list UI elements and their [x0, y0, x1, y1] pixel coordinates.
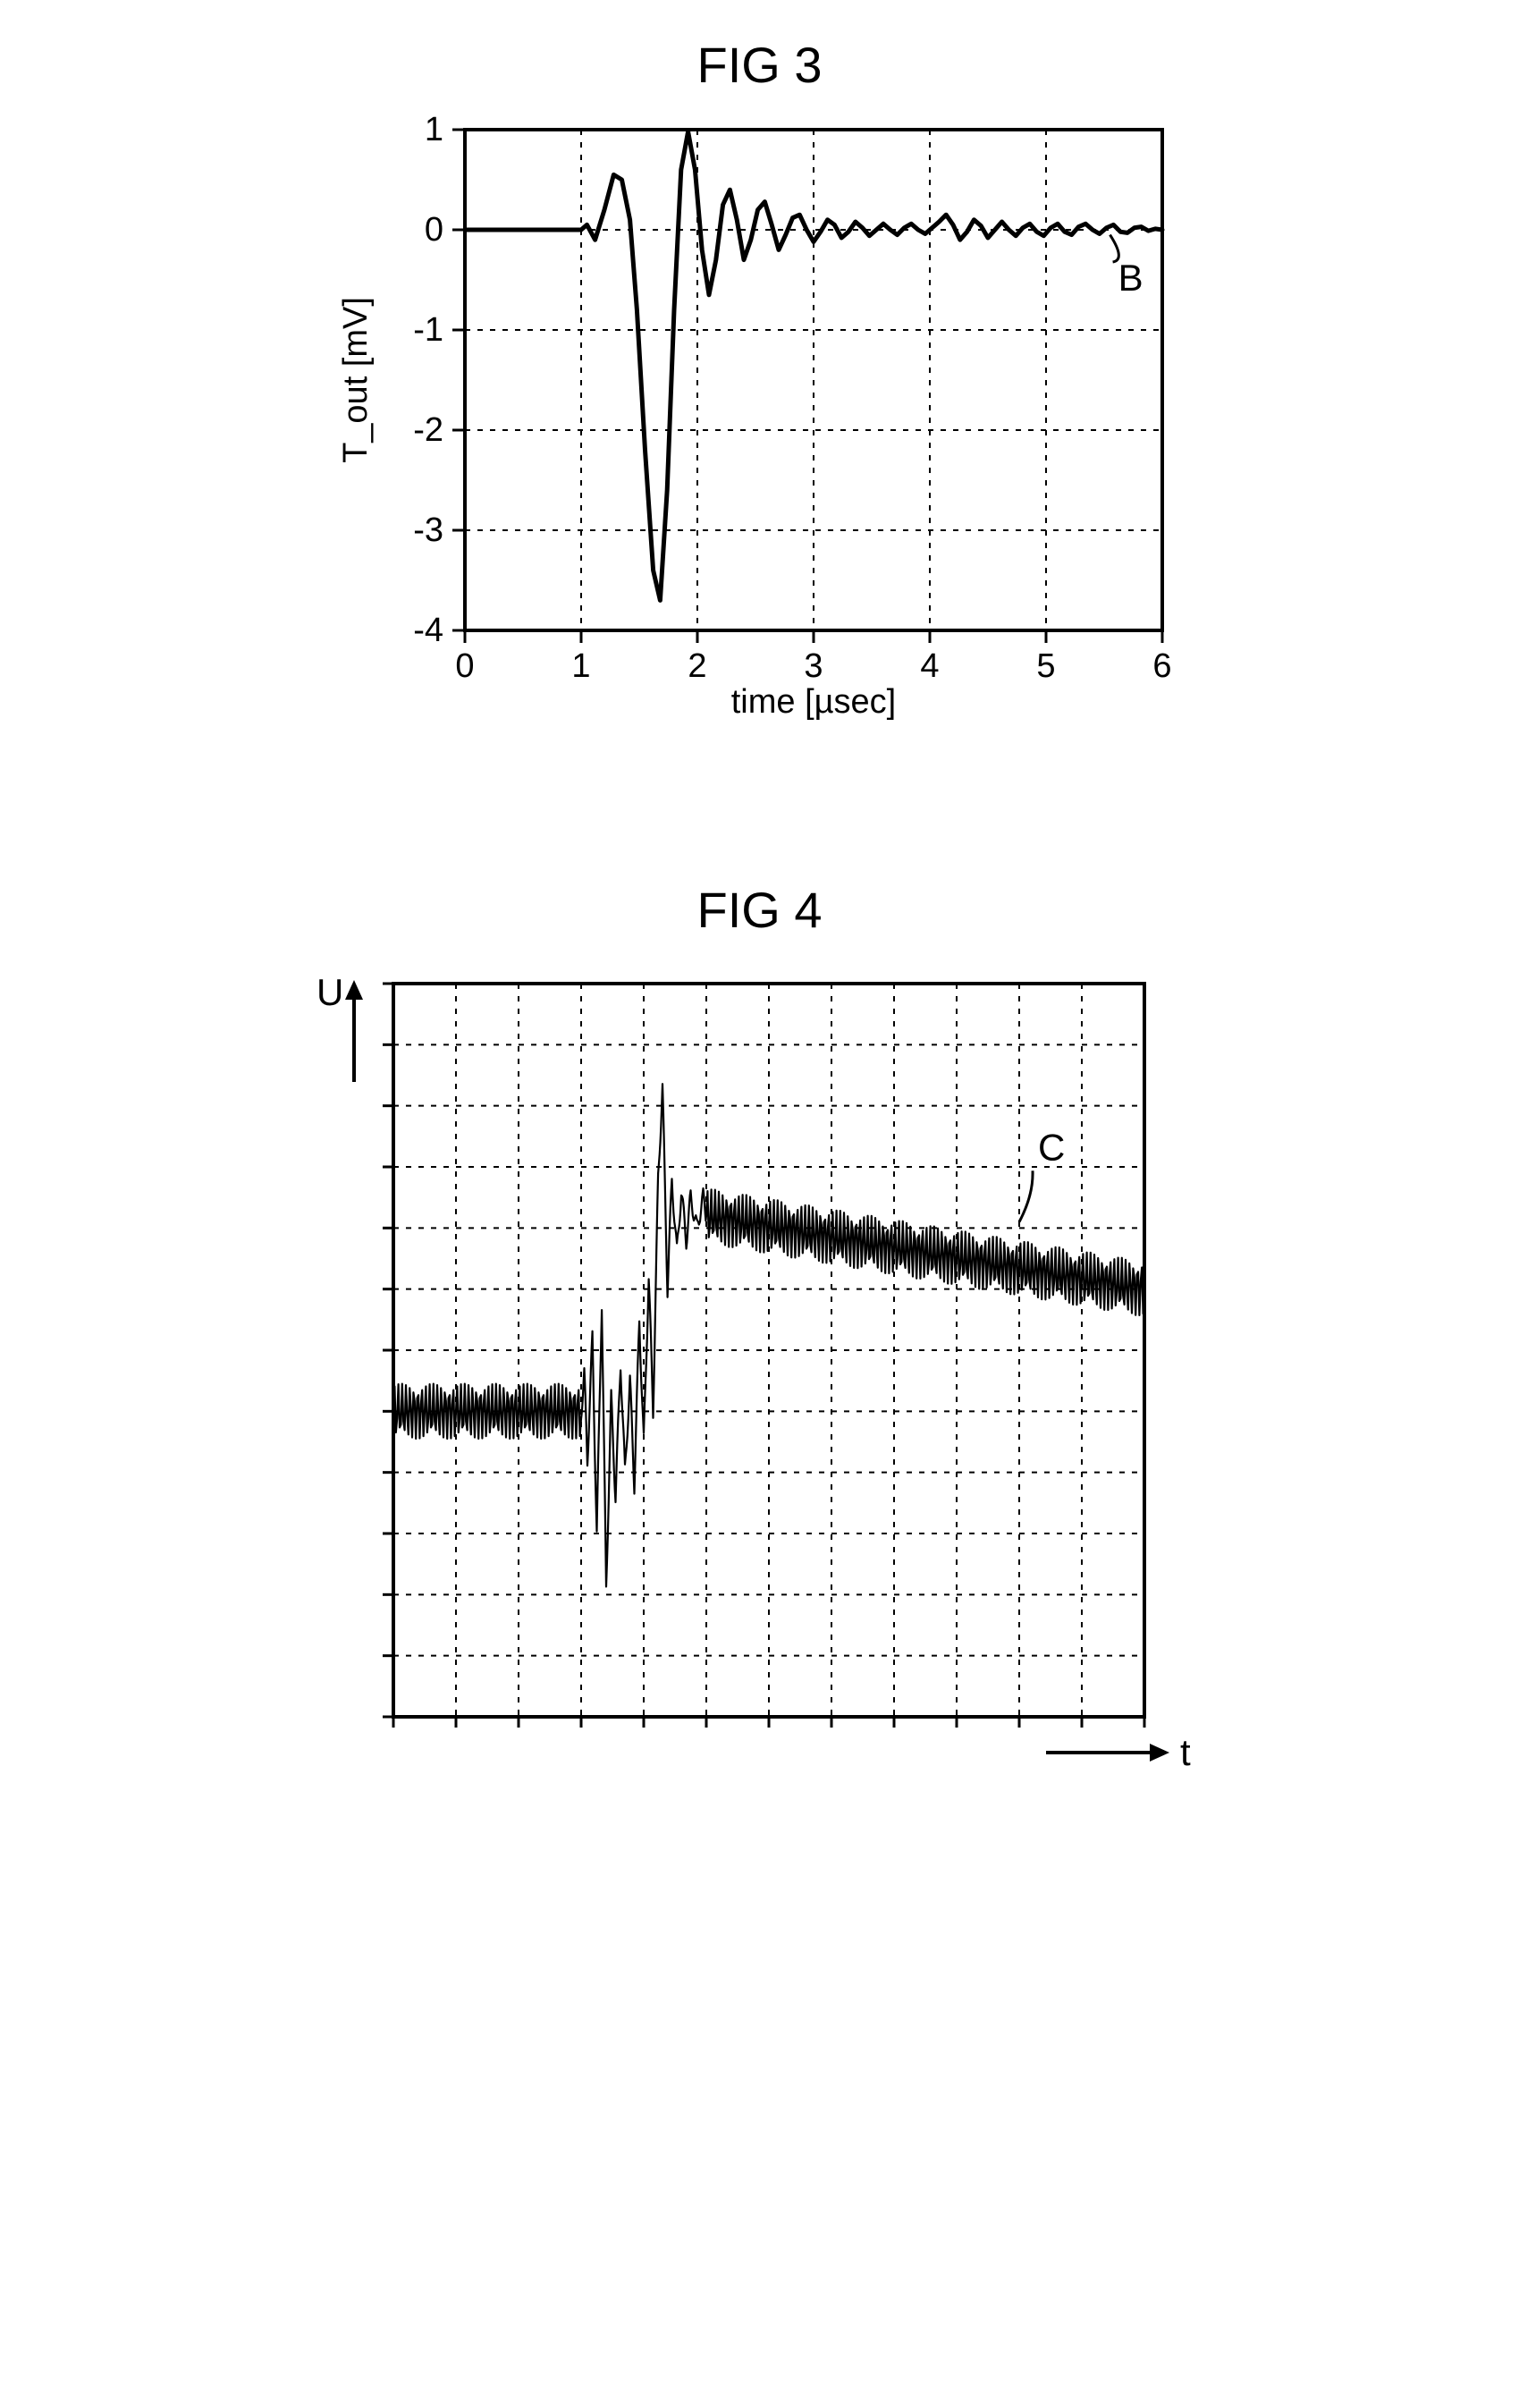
- figure-4: FIG 4 Ut C: [313, 881, 1207, 1779]
- fig3-chart: 0 1 2 3 4 5 6 -4 -3 -2 -1 0 1 time [µsec] T_out [mV] B: [331, 112, 1189, 720]
- svg-text:1: 1: [424, 112, 443, 148]
- svg-text:-3: -3: [413, 511, 443, 549]
- svg-text:-2: -2: [413, 411, 443, 449]
- svg-text:1: 1: [571, 647, 590, 685]
- fig4-chart: Ut C: [313, 957, 1207, 1779]
- svg-text:2: 2: [688, 647, 706, 685]
- svg-text:-4: -4: [413, 612, 443, 649]
- svg-text:U: U: [316, 971, 343, 1013]
- svg-text:0: 0: [424, 211, 443, 249]
- fig3-title: FIG 3: [313, 36, 1207, 94]
- svg-text:t: t: [1180, 1731, 1191, 1773]
- svg-text:B: B: [1118, 257, 1143, 299]
- fig4-title: FIG 4: [313, 881, 1207, 939]
- svg-text:time [µsec]: time [µsec]: [730, 683, 896, 720]
- svg-text:6: 6: [1152, 647, 1171, 685]
- svg-text:4: 4: [920, 647, 939, 685]
- svg-text:0: 0: [455, 647, 474, 685]
- svg-text:5: 5: [1036, 647, 1055, 685]
- svg-text:C: C: [1038, 1126, 1065, 1168]
- svg-text:3: 3: [804, 647, 823, 685]
- figure-3: FIG 3 0 1 2 3 4 5 6 -4 -3 -2 -1 0 1 time [µsec] T_out …: [313, 36, 1207, 720]
- svg-text:-1: -1: [413, 311, 443, 349]
- svg-text:T_out [mV]: T_out [mV]: [337, 297, 375, 463]
